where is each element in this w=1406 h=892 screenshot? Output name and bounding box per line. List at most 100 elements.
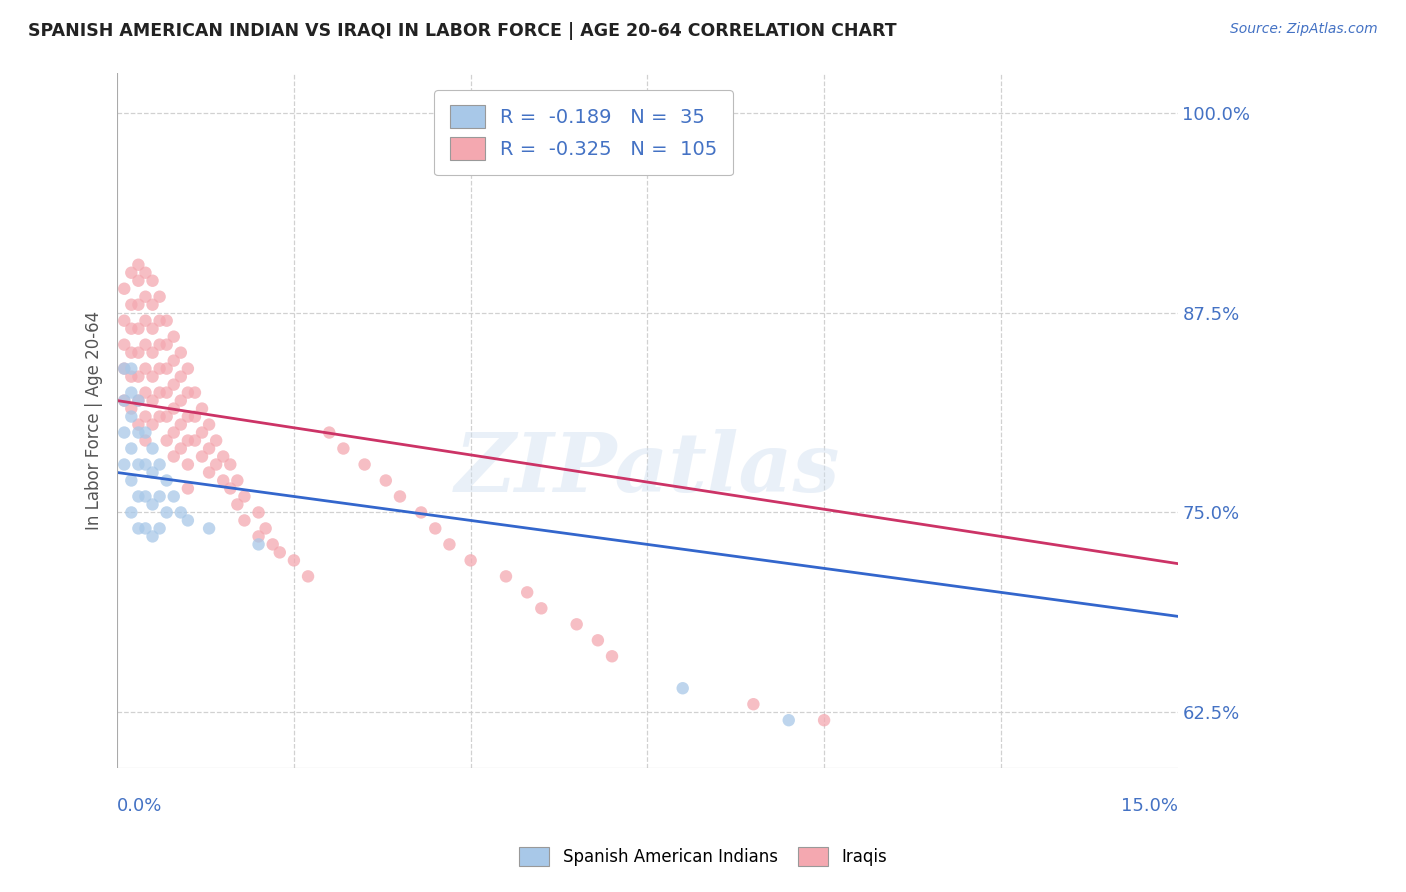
- Point: [127, 393, 149, 408]
- Point: [600, 649, 623, 664]
- Point: [149, 337, 172, 351]
- Point: [127, 490, 149, 504]
- Point: [149, 490, 172, 504]
- Point: [170, 417, 193, 432]
- Point: [120, 361, 142, 376]
- Point: [127, 417, 149, 432]
- Point: [112, 314, 135, 328]
- Point: [205, 434, 228, 448]
- Point: [163, 401, 186, 416]
- Legend: Spanish American Indians, Iraqis: Spanish American Indians, Iraqis: [510, 838, 896, 875]
- Point: [212, 474, 235, 488]
- Text: ZIPatlas: ZIPatlas: [454, 429, 841, 509]
- Point: [120, 369, 142, 384]
- Point: [353, 458, 375, 472]
- Point: [247, 505, 270, 519]
- Point: [120, 385, 142, 400]
- Point: [141, 274, 163, 288]
- Point: [439, 537, 461, 551]
- Point: [163, 425, 186, 440]
- Point: [134, 337, 156, 351]
- Point: [184, 385, 207, 400]
- Point: [184, 434, 207, 448]
- Point: [112, 393, 135, 408]
- Point: [191, 401, 214, 416]
- Point: [149, 458, 172, 472]
- Point: [742, 697, 765, 711]
- Point: [127, 321, 149, 335]
- Point: [170, 505, 193, 519]
- Point: [134, 290, 156, 304]
- Point: [254, 521, 277, 535]
- Text: 0.0%: 0.0%: [117, 797, 163, 815]
- Point: [112, 361, 135, 376]
- Point: [177, 513, 200, 527]
- Point: [374, 474, 396, 488]
- Point: [425, 521, 447, 535]
- Point: [177, 409, 200, 424]
- Point: [170, 369, 193, 384]
- Point: [134, 361, 156, 376]
- Point: [170, 393, 193, 408]
- Point: [127, 274, 149, 288]
- Point: [120, 474, 142, 488]
- Point: [149, 385, 172, 400]
- Point: [141, 298, 163, 312]
- Point: [127, 521, 149, 535]
- Point: [112, 361, 135, 376]
- Point: [112, 458, 135, 472]
- Point: [112, 425, 135, 440]
- Point: [156, 505, 179, 519]
- Point: [156, 434, 179, 448]
- Point: [134, 385, 156, 400]
- Text: SPANISH AMERICAN INDIAN VS IRAQI IN LABOR FORCE | AGE 20-64 CORRELATION CHART: SPANISH AMERICAN INDIAN VS IRAQI IN LABO…: [28, 22, 897, 40]
- Point: [141, 417, 163, 432]
- Point: [112, 337, 135, 351]
- Point: [156, 361, 179, 376]
- Point: [134, 425, 156, 440]
- Point: [170, 442, 193, 456]
- Point: [269, 545, 291, 559]
- Point: [112, 393, 135, 408]
- Point: [134, 521, 156, 535]
- Point: [516, 585, 538, 599]
- Point: [226, 498, 249, 512]
- Point: [198, 521, 221, 535]
- Point: [247, 537, 270, 551]
- Point: [672, 681, 695, 696]
- Point: [134, 266, 156, 280]
- Point: [177, 361, 200, 376]
- Point: [134, 458, 156, 472]
- Point: [191, 450, 214, 464]
- Point: [156, 337, 179, 351]
- Point: [141, 345, 163, 359]
- Point: [283, 553, 305, 567]
- Point: [127, 458, 149, 472]
- Point: [149, 361, 172, 376]
- Point: [127, 298, 149, 312]
- Point: [170, 345, 193, 359]
- Point: [141, 466, 163, 480]
- Point: [127, 345, 149, 359]
- Point: [233, 513, 256, 527]
- Text: Source: ZipAtlas.com: Source: ZipAtlas.com: [1230, 22, 1378, 37]
- Point: [530, 601, 553, 615]
- Point: [141, 393, 163, 408]
- Point: [226, 474, 249, 488]
- Point: [149, 290, 172, 304]
- Point: [198, 466, 221, 480]
- Point: [141, 442, 163, 456]
- Text: 15.0%: 15.0%: [1121, 797, 1178, 815]
- Point: [163, 353, 186, 368]
- Point: [134, 490, 156, 504]
- Point: [156, 409, 179, 424]
- Point: [134, 434, 156, 448]
- Point: [163, 377, 186, 392]
- Point: [177, 458, 200, 472]
- Point: [112, 282, 135, 296]
- Point: [219, 458, 242, 472]
- Point: [184, 409, 207, 424]
- Point: [134, 409, 156, 424]
- Point: [212, 450, 235, 464]
- Point: [219, 482, 242, 496]
